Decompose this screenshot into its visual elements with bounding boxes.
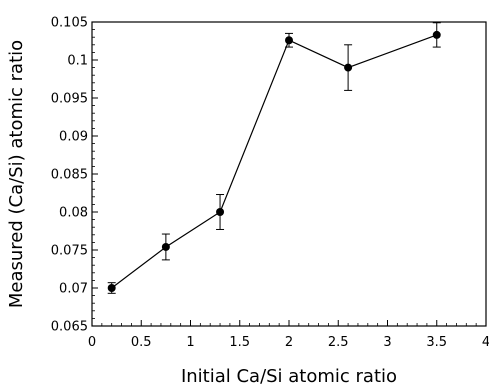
x-tick-label: 1 bbox=[186, 335, 194, 350]
y-axis-title: Measured (Ca/Si) atomic ratio bbox=[6, 40, 27, 308]
data-point bbox=[285, 36, 293, 45]
y-tick-label: 0.065 bbox=[51, 320, 88, 335]
data-point bbox=[161, 242, 170, 251]
y-tick-label: 0.085 bbox=[51, 168, 88, 183]
y-tick-label: 0.07 bbox=[59, 282, 88, 297]
data-point bbox=[216, 208, 225, 216]
x-tick-label: 2 bbox=[285, 335, 293, 350]
data-point bbox=[432, 30, 441, 39]
x-tick-label: 0.5 bbox=[131, 335, 152, 350]
y-tick-label: 0.105 bbox=[51, 16, 88, 31]
y-tick-label: 0.1 bbox=[67, 54, 88, 69]
x-tick-label: 2.5 bbox=[328, 335, 349, 350]
y-tick-label: 0.08 bbox=[59, 206, 88, 221]
y-tick-label: 0.09 bbox=[59, 130, 88, 145]
x-tick-label: 4 bbox=[482, 335, 489, 350]
data-point bbox=[107, 284, 116, 292]
x-tick-label: 3.5 bbox=[426, 335, 447, 350]
plot-frame bbox=[91, 21, 487, 327]
y-tick-label: 0.075 bbox=[51, 244, 88, 259]
y-axis: 0.065 0.07 0.075 0.08 0.085 0.09 0.095 0.1 0.105 bbox=[51, 16, 98, 335]
x-tick-label: 1.5 bbox=[229, 335, 250, 350]
x-tick-label: 0 bbox=[88, 335, 96, 350]
x-axis-title: Initial Ca/Si atomic ratio bbox=[181, 366, 397, 387]
x-axis: 0 0.5 1 1.5 2 2.5 3 3.5 4 bbox=[88, 320, 489, 350]
series-line bbox=[111, 34, 438, 289]
series bbox=[107, 22, 441, 294]
y-tick-label: 0.095 bbox=[51, 92, 88, 107]
x-tick-label: 3 bbox=[383, 335, 391, 350]
data-point bbox=[344, 63, 353, 72]
